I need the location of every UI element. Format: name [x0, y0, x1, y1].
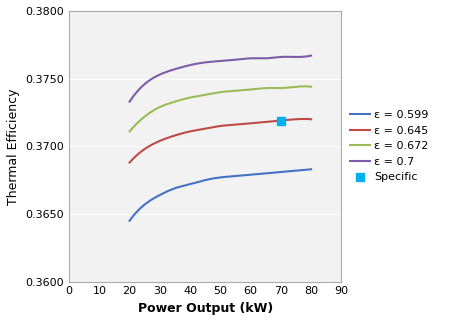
ε = 0.672 — [280, 86, 285, 90]
ε = 0.599 — [308, 167, 314, 171]
ε = 0.672 — [291, 85, 297, 89]
ε = 0.645 — [301, 117, 307, 121]
ε = 0.645 — [308, 117, 314, 121]
X-axis label: Power Output (kW): Power Output (kW) — [137, 302, 273, 315]
Line: ε = 0.672: ε = 0.672 — [129, 86, 311, 131]
ε = 0.599 — [238, 174, 244, 177]
ε = 0.7 — [280, 55, 285, 59]
Y-axis label: Thermal Efficiency: Thermal Efficiency — [7, 88, 20, 204]
ε = 0.7 — [238, 57, 244, 61]
ε = 0.599 — [127, 219, 132, 223]
ε = 0.645 — [234, 123, 240, 127]
ε = 0.599 — [128, 218, 133, 222]
ε = 0.645 — [128, 160, 133, 164]
Line: ε = 0.599: ε = 0.599 — [129, 169, 311, 221]
ε = 0.599 — [291, 169, 297, 173]
Line: ε = 0.7: ε = 0.7 — [129, 56, 311, 102]
ε = 0.672 — [308, 85, 314, 89]
ε = 0.672 — [301, 84, 307, 88]
ε = 0.7 — [308, 54, 314, 58]
ε = 0.7 — [127, 100, 132, 104]
ε = 0.672 — [128, 129, 133, 133]
ε = 0.645 — [238, 122, 244, 126]
ε = 0.672 — [235, 89, 240, 92]
Line: ε = 0.645: ε = 0.645 — [129, 119, 311, 163]
ε = 0.7 — [128, 99, 133, 103]
ε = 0.599 — [234, 174, 240, 178]
ε = 0.672 — [127, 129, 132, 133]
ε = 0.7 — [291, 55, 297, 59]
ε = 0.672 — [234, 89, 240, 93]
ε = 0.645 — [235, 123, 240, 127]
ε = 0.7 — [235, 58, 240, 62]
Legend: ε = 0.599, ε = 0.645, ε = 0.672, ε = 0.7, Specific: ε = 0.599, ε = 0.645, ε = 0.672, ε = 0.7… — [349, 110, 428, 182]
ε = 0.645 — [291, 118, 297, 121]
ε = 0.645 — [127, 161, 132, 165]
ε = 0.672 — [238, 89, 244, 92]
ε = 0.599 — [280, 170, 285, 174]
ε = 0.7 — [234, 58, 240, 62]
ε = 0.645 — [280, 118, 285, 122]
ε = 0.599 — [235, 174, 240, 178]
